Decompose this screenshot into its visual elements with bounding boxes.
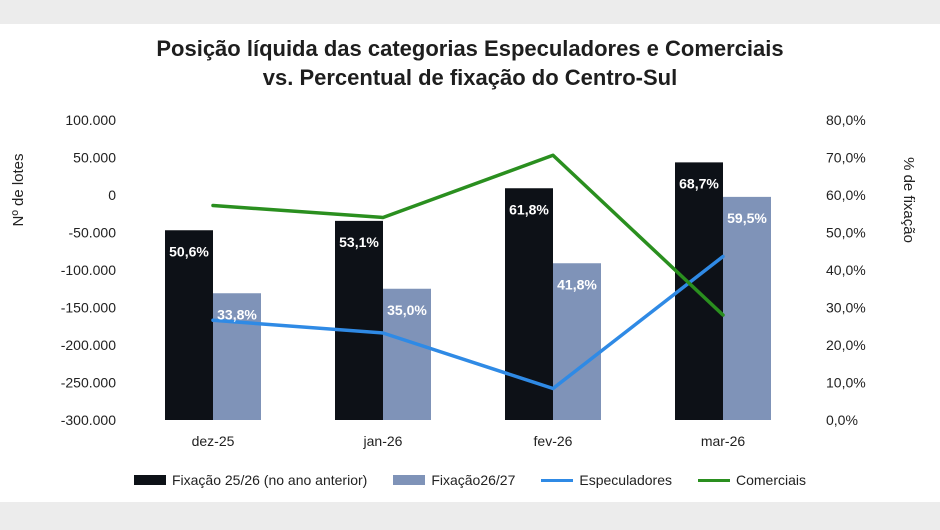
- x-tick-label: fev-26: [534, 433, 573, 449]
- y-left-tick-label: -300.000: [61, 412, 116, 428]
- bar-fixacao-26-27: [553, 263, 601, 420]
- y-axis-right-label: % de fixação: [900, 157, 917, 243]
- legend-swatch-especuladores: [541, 478, 574, 482]
- legend-label-fixacao-26-27: Fixação26/27: [431, 472, 516, 488]
- y-right-tick-label: 80,0%: [826, 112, 866, 128]
- y-right-tick-label: 0,0%: [826, 412, 858, 428]
- legend-item-comerciais: Comerciais: [698, 472, 806, 488]
- line-especuladores: [211, 254, 725, 391]
- y-axis-left-label: Nº de lotes: [10, 153, 27, 226]
- legend-item-especuladores: Especuladores: [541, 472, 672, 488]
- bar-data-label: 53,1%: [339, 234, 379, 250]
- bar-data-label: 68,7%: [679, 175, 719, 191]
- legend-item-fixacao-25-26: Fixação 25/26 (no ano anterior): [133, 472, 368, 488]
- chart-title-line-1: Posição líquida das categorias Especulad…: [156, 36, 784, 61]
- bar-data-label: 59,5%: [727, 210, 767, 226]
- legend-swatch-comerciais: [698, 478, 730, 482]
- y-left-tick-label: -200.000: [61, 337, 116, 353]
- legend-label-comerciais: Comerciais: [736, 472, 807, 488]
- bar-data-label: 41,8%: [557, 276, 597, 292]
- chart-title: Posição líquida das categorias Especulad…: [0, 34, 940, 92]
- y-right-tick-label: 40,0%: [826, 262, 866, 278]
- y-right-tick-label: 10,0%: [826, 375, 866, 391]
- legend-item-fixacao-26-27: Fixação26/27: [393, 472, 515, 488]
- bar-fixacao-26-27: [213, 293, 261, 420]
- y-right-tick-label: 30,0%: [826, 300, 866, 316]
- y-left-tick-label: -100.000: [61, 262, 116, 278]
- bar-fixacao-26-27: [383, 288, 431, 420]
- chart-plot: 100.000 50.000 0 -50.000 -100.000 -150.000 -20…: [10, 112, 917, 449]
- line-comerciais: [211, 153, 725, 317]
- x-tick-label: mar-26: [701, 433, 746, 449]
- y-left-tick-label: -250.000: [61, 375, 116, 391]
- chart-frame: Posição líquida das categorias Especulad…: [0, 24, 940, 502]
- x-tick-label: jan-26: [363, 433, 403, 449]
- y-right-tick-label: 70,0%: [826, 150, 866, 166]
- bar-fixacao-25-26: [335, 220, 383, 420]
- bar-data-label: 61,8%: [509, 201, 549, 217]
- y-right-tick-label: 20,0%: [826, 337, 866, 353]
- y-right-tick-label: 60,0%: [826, 187, 866, 203]
- y-right-tick-label: 50,0%: [826, 225, 866, 241]
- bar-data-label: 33,8%: [217, 306, 257, 322]
- y-left-tick-label: 0: [108, 187, 116, 203]
- bar-fixacao-25-26: [165, 230, 213, 420]
- legend-swatch-fixacao-25-26: [133, 475, 166, 485]
- legend-swatch-fixacao-26-27: [393, 475, 426, 485]
- legend-label-fixacao-25-26: Fixação 25/26 (no ano anterior): [171, 472, 368, 488]
- bar-fixacao-26-27: [723, 196, 771, 420]
- bar-data-label: 35,0%: [387, 302, 427, 318]
- chart-title-line-2: vs. Percentual de fixação do Centro-Sul: [262, 65, 678, 90]
- x-tick-label: dez-25: [192, 433, 235, 449]
- y-left-tick-label: 50.000: [73, 150, 116, 166]
- y-left-tick-label: 100.000: [65, 112, 116, 128]
- y-left-tick-label: -50.000: [69, 225, 117, 241]
- bar-data-label: 50,6%: [169, 243, 209, 259]
- chart-legend: Fixação 25/26 (no ano anterior) Fixação2…: [0, 468, 940, 492]
- y-left-tick-label: -150.000: [61, 300, 116, 316]
- legend-label-especuladores: Especuladores: [579, 472, 672, 488]
